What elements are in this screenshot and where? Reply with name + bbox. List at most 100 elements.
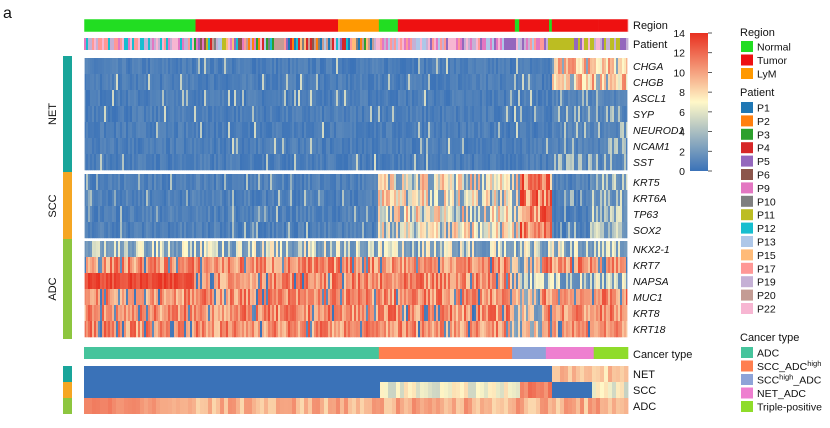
- heatmap-cell: [96, 222, 99, 239]
- heatmap-cell: [420, 257, 423, 274]
- heatmap-cell: [214, 138, 217, 155]
- heatmap-cell: [136, 174, 139, 191]
- heatmap-cell: [456, 138, 459, 155]
- heatmap-cell: [510, 106, 513, 123]
- heatmap-cell: [278, 222, 281, 239]
- patient-stripe: [140, 38, 143, 50]
- heatmap-cell: [566, 222, 569, 239]
- heatmap-cell: [286, 289, 289, 306]
- heatmap-cell: [226, 74, 229, 91]
- heatmap-cell: [168, 241, 171, 258]
- heatmap-cell: [542, 174, 545, 191]
- heatmap-cell: [390, 122, 393, 139]
- heatmap-cell: [112, 289, 115, 306]
- heatmap-cell: [494, 58, 497, 75]
- heatmap-cell: [392, 174, 395, 191]
- heatmap-cell: [424, 206, 427, 223]
- heatmap-cell: [414, 305, 417, 322]
- heatmap-cell: [244, 58, 247, 75]
- heatmap-cell: [572, 122, 575, 139]
- heatmap-cell: [88, 289, 91, 306]
- heatmap-cell: [484, 222, 487, 239]
- patient-stripe: [152, 38, 155, 50]
- heatmap-cell: [558, 305, 561, 322]
- heatmap-cell: [408, 106, 411, 123]
- heatmap-cell: [338, 154, 341, 171]
- heatmap-cell: [306, 174, 309, 191]
- heatmap-cell: [480, 106, 483, 123]
- heatmap-cell: [236, 154, 239, 171]
- heatmap-cell: [546, 90, 549, 107]
- heatmap-cell: [222, 106, 225, 123]
- heatmap-cell: [342, 90, 345, 107]
- heatmap-cell: [152, 241, 155, 258]
- heatmap-cell: [246, 257, 249, 274]
- heatmap-cell: [446, 222, 449, 239]
- heatmap-cell: [560, 206, 563, 223]
- heatmap-cell: [556, 190, 559, 207]
- heatmap-cell: [536, 90, 539, 107]
- heatmap-cell: [108, 222, 111, 239]
- heatmap-cell: [502, 106, 505, 123]
- heatmap-cell: [564, 90, 567, 107]
- heatmap-cell: [478, 241, 481, 258]
- heatmap-cell: [256, 74, 259, 91]
- heatmap-cell: [340, 58, 343, 75]
- heatmap-cell: [588, 106, 591, 123]
- group-label: NET: [47, 103, 59, 125]
- heatmap-cell: [194, 321, 197, 338]
- heatmap-cell: [120, 305, 123, 322]
- heatmap-cell: [626, 257, 629, 274]
- heatmap-cell: [428, 241, 431, 258]
- heatmap-cell: [88, 138, 91, 155]
- heatmap-cell: [100, 206, 103, 223]
- heatmap-cell: [136, 106, 139, 123]
- heatmap-cell: [414, 90, 417, 107]
- heatmap-cell: [362, 174, 365, 191]
- heatmap-cell: [420, 58, 423, 75]
- heatmap-cell: [558, 321, 561, 338]
- heatmap-cell: [574, 190, 577, 207]
- heatmap-cell: [230, 106, 233, 123]
- heatmap-cell: [478, 138, 481, 155]
- heatmap-cell: [470, 90, 473, 107]
- heatmap-cell: [264, 190, 267, 207]
- heatmap-cell: [172, 122, 175, 139]
- heatmap-cell: [418, 90, 421, 107]
- heatmap-cell: [334, 289, 337, 306]
- heatmap-cell: [574, 206, 577, 223]
- heatmap-cell: [414, 206, 417, 223]
- heatmap-cell: [384, 206, 387, 223]
- heatmap-cell: [514, 174, 517, 191]
- heatmap-cell: [572, 305, 575, 322]
- heatmap-cell: [444, 190, 447, 207]
- heatmap-cell: [586, 273, 589, 290]
- heatmap-cell: [226, 154, 229, 171]
- heatmap-cell: [602, 58, 605, 75]
- heatmap-cell: [132, 222, 135, 239]
- heatmap-cell: [324, 106, 327, 123]
- heatmap-cell: [88, 273, 91, 290]
- patient-stripe: [550, 38, 553, 50]
- heatmap-cell: [282, 222, 285, 239]
- group-label: ADC: [47, 277, 59, 300]
- heatmap-cell: [408, 206, 411, 223]
- heatmap-cell: [570, 106, 573, 123]
- heatmap-cell: [182, 74, 185, 91]
- heatmap-cell: [170, 90, 173, 107]
- heatmap-cell: [176, 154, 179, 171]
- heatmap-cell: [398, 321, 401, 338]
- heatmap-cell: [180, 222, 183, 239]
- heatmap-cell: [232, 321, 235, 338]
- patient-stripe: [258, 38, 261, 50]
- heatmap-cell: [470, 58, 473, 75]
- heatmap-cell: [304, 74, 307, 91]
- heatmap-cell: [384, 257, 387, 274]
- heatmap-cell: [252, 305, 255, 322]
- heatmap-cell: [154, 174, 157, 191]
- heatmap-cell: [324, 222, 327, 239]
- heatmap-cell: [416, 138, 419, 155]
- heatmap-cell: [484, 190, 487, 207]
- heatmap-cell: [262, 257, 265, 274]
- heatmap-cell: [182, 289, 185, 306]
